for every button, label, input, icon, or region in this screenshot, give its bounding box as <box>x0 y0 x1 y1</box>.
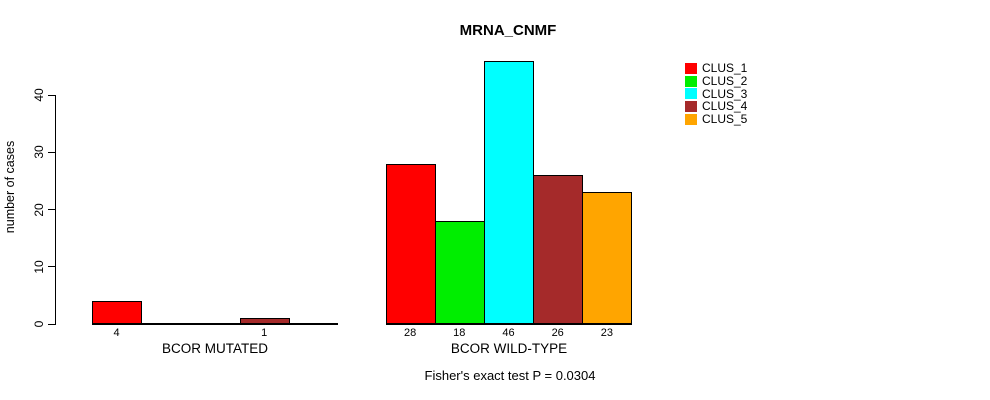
legend-item-clus-3: CLUS_3 <box>685 86 748 101</box>
bar-clus-5-bcor-wild-type <box>582 192 633 324</box>
bar-value-label-clus-1-bcor-mutated: 4 <box>113 327 120 339</box>
legend-label: CLUS_1 <box>702 61 748 75</box>
group-label-bcor-mutated: BCOR MUTATED <box>162 341 268 356</box>
baseline-bcor-mutated <box>92 323 338 325</box>
legend-item-clus-5: CLUS_5 <box>685 113 747 126</box>
group-label-bcor-wild-type: BCOR WILD-TYPE <box>450 341 568 356</box>
bar-clus-1-bcor-mutated <box>92 301 143 324</box>
y-axis-label: number of cases <box>3 140 17 234</box>
y-tick-label-30: 30 <box>32 145 46 159</box>
baseline-bcor-wild-type <box>385 323 632 325</box>
bar-value-label-clus-4-bcor-mutated: 1 <box>261 327 268 339</box>
legend-label: CLUS_4 <box>702 99 748 114</box>
legend-item-clus-2: CLUS_2 <box>685 73 748 88</box>
bar-clus-4-bcor-wild-type <box>533 175 584 324</box>
y-tick-mark-20 <box>48 209 55 211</box>
bar-clus-2-bcor-wild-type <box>434 220 485 324</box>
y-tick-mark-0 <box>48 323 55 325</box>
legend-label: CLUS_5 <box>702 112 748 127</box>
y-tick-mark-30 <box>48 151 55 153</box>
bar-clus-1-bcor-wild-type <box>385 163 436 324</box>
legend-swatch-icon <box>685 62 697 74</box>
legend-item-clus-1: CLUS_1 <box>685 62 747 75</box>
bar-clus-4-bcor-mutated <box>239 318 290 324</box>
bar-value-label-clus-3-bcor-wild-type: 46 <box>502 327 515 339</box>
y-tick-mark-40 <box>48 94 55 96</box>
y-tick-label-40: 40 <box>32 88 46 102</box>
y-tick-label-20: 20 <box>32 202 46 217</box>
bar-value-label-clus-4-bcor-wild-type: 26 <box>551 327 564 339</box>
bar-value-label-clus-1-bcor-wild-type: 28 <box>403 327 417 339</box>
y-axis-line <box>55 95 57 325</box>
legend-swatch-icon <box>685 75 697 87</box>
y-tick-label-0: 0 <box>32 320 46 328</box>
bar-value-label-clus-5-bcor-wild-type: 23 <box>600 327 614 339</box>
y-tick-mark-10 <box>48 266 55 268</box>
bar-clus-3-bcor-wild-type <box>483 60 535 324</box>
legend-swatch-icon <box>685 101 697 113</box>
legend-swatch-icon <box>685 88 697 100</box>
bar-value-label-clus-2-bcor-wild-type: 18 <box>453 327 466 339</box>
legend-label: CLUS_2 <box>702 73 748 88</box>
legend-label: CLUS_3 <box>702 86 748 101</box>
y-tick-label-10: 10 <box>32 260 46 274</box>
annotation-pvalue: Fisher's exact test P = 0.0304 <box>424 368 596 383</box>
legend-swatch-icon <box>685 114 697 126</box>
legend: CLUS_1 CLUS_2 CLUS_3 CLUS_4 CLUS_5 <box>685 62 747 126</box>
chart-title: MRNA_CNMF <box>459 22 557 39</box>
legend-item-clus-4: CLUS_4 <box>685 100 747 113</box>
